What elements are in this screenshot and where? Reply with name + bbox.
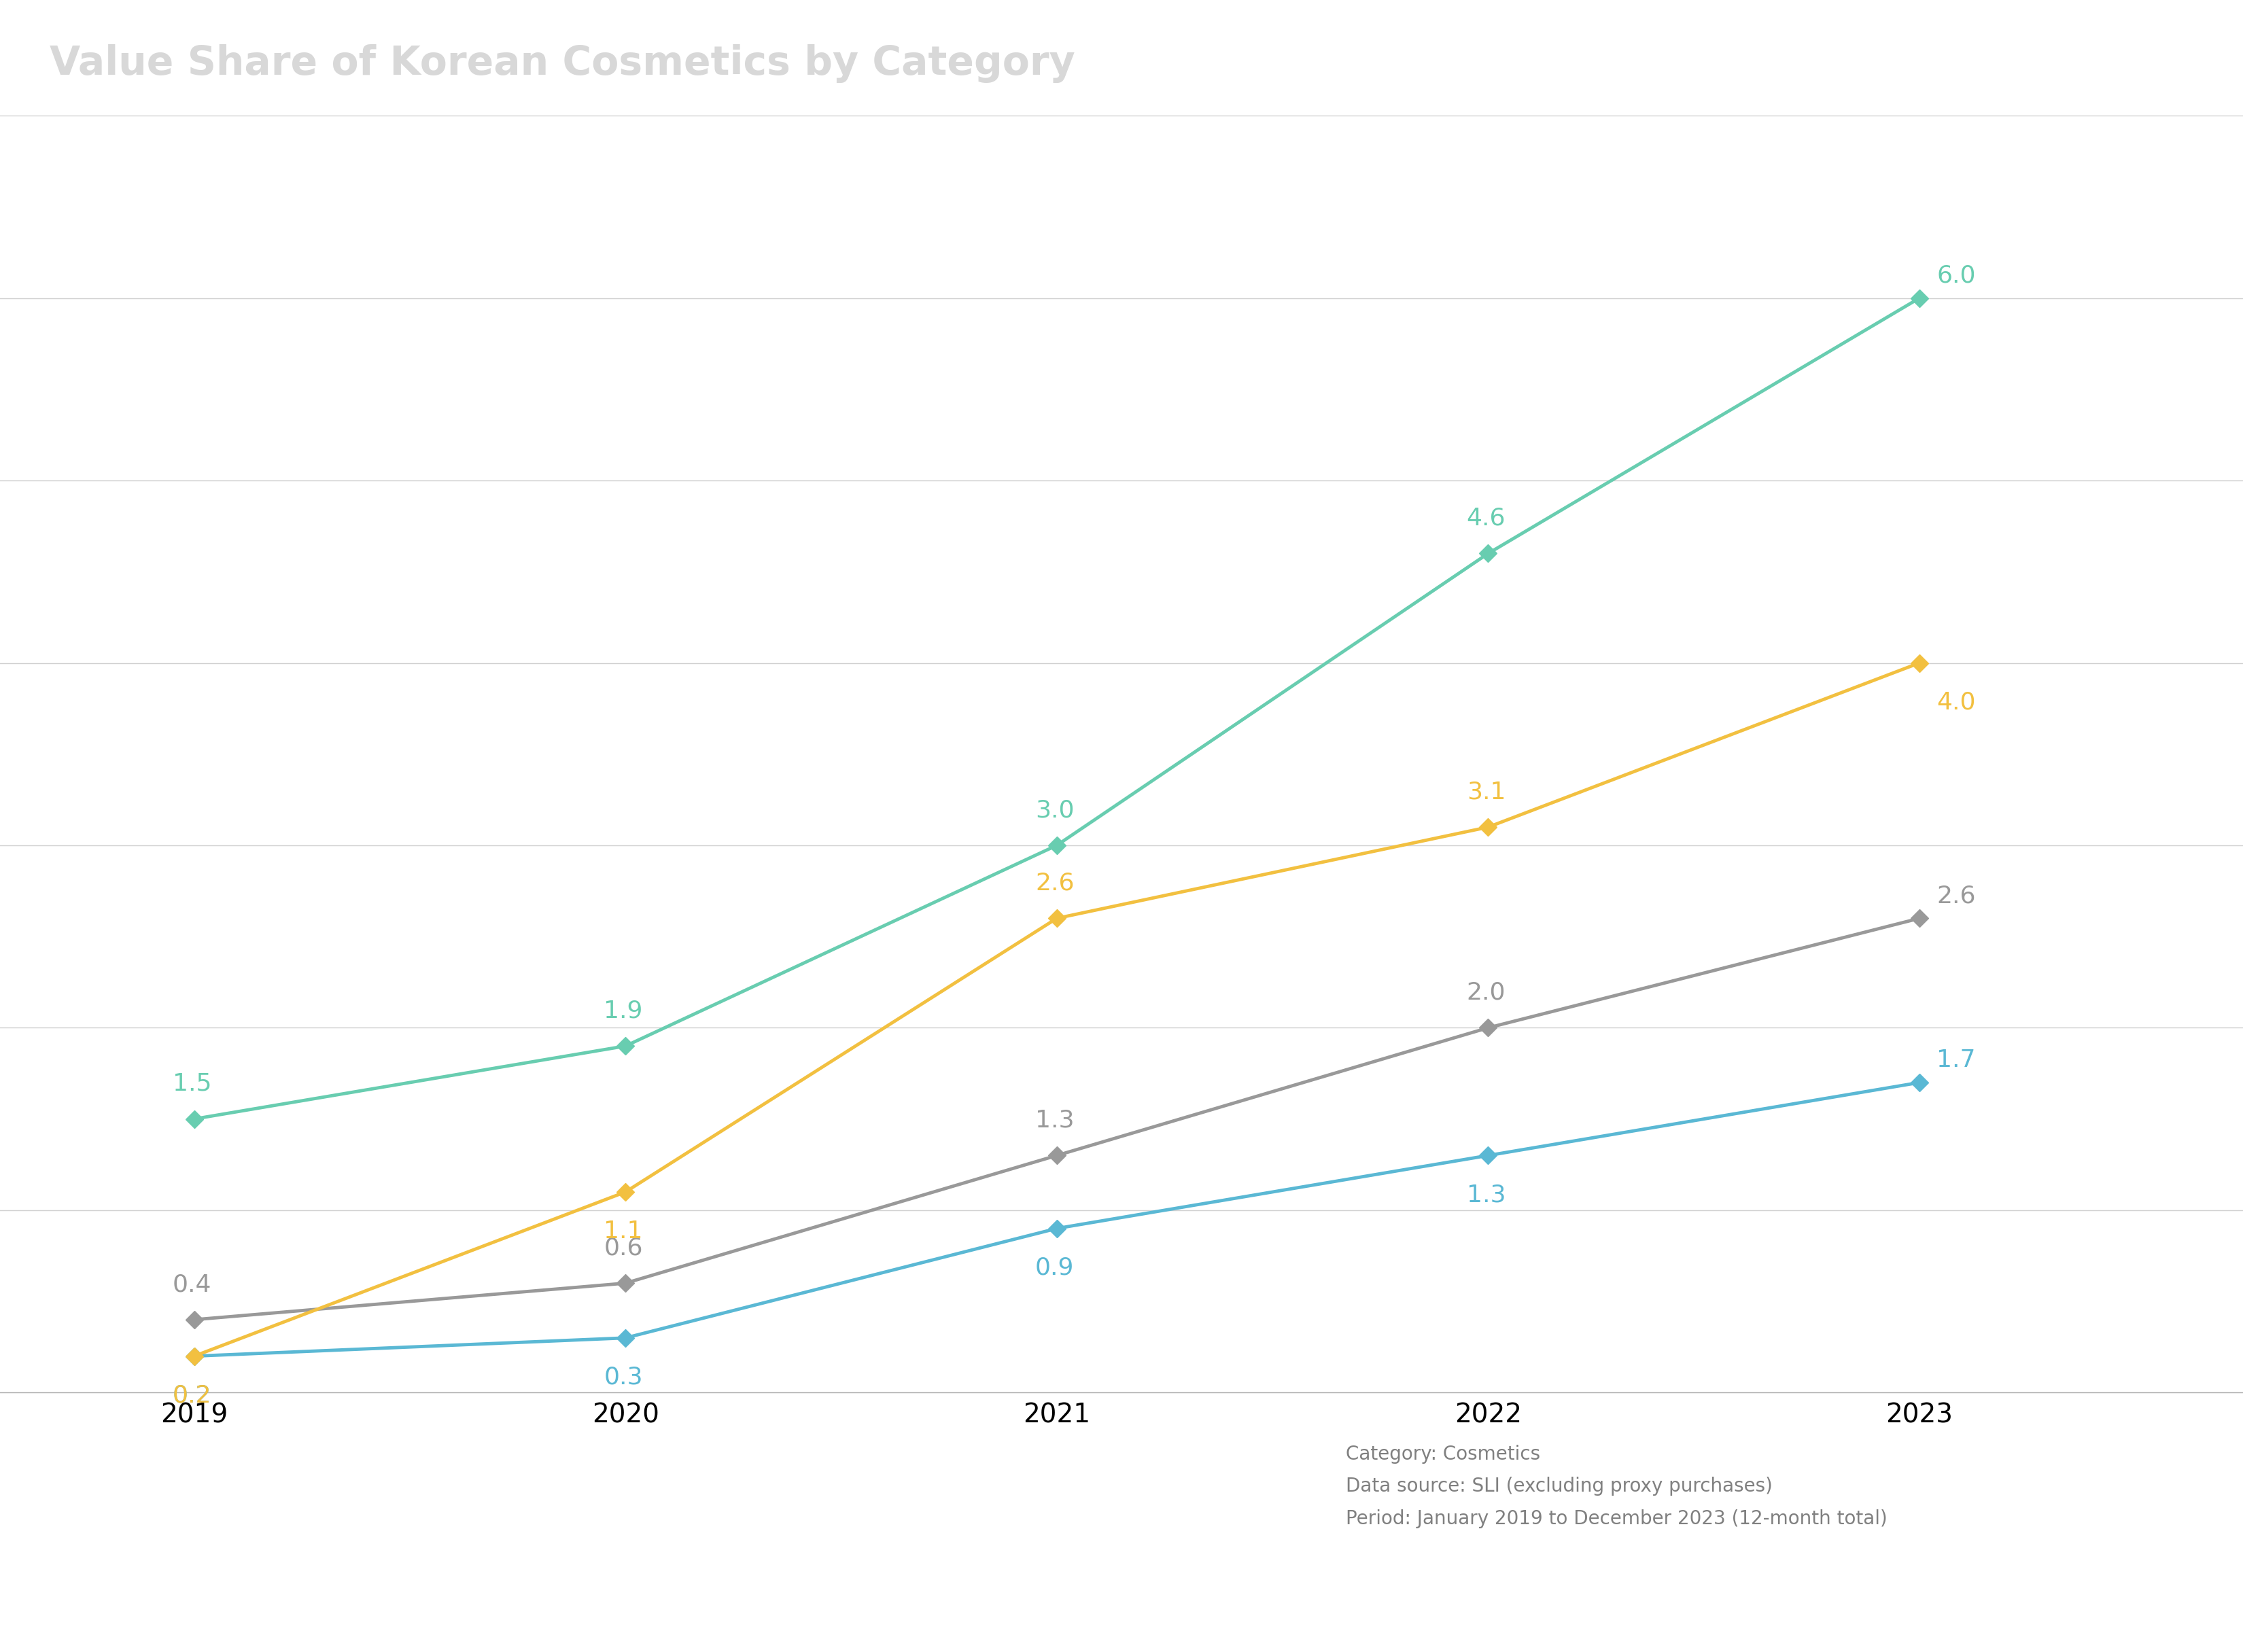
Text: 0.2: 0.2 bbox=[173, 1384, 211, 1408]
Text: 6.0: 6.0 bbox=[1936, 264, 1976, 287]
Text: 1.7: 1.7 bbox=[1936, 1049, 1976, 1072]
Korean cosmetics total bbox=[1907, 909, 1933, 928]
Korean cosmetics (skin care) bbox=[182, 1346, 209, 1366]
Korean cosmetics total bbox=[182, 1310, 209, 1330]
Text: Category: Cosmetics
Data source: SLI (excluding proxy purchases)
Period: January: Category: Cosmetics Data source: SLI (ex… bbox=[1346, 1444, 1886, 1528]
Text: Value Share of Korean Cosmetics by Category: Value Share of Korean Cosmetics by Categ… bbox=[49, 45, 1074, 83]
Korean cosmetics (skin care) bbox=[1907, 1072, 1933, 1092]
Text: 1.5: 1.5 bbox=[173, 1072, 211, 1095]
Text: 3.0: 3.0 bbox=[1036, 798, 1074, 821]
Korean Cosmetics (base makeup) bbox=[612, 1036, 639, 1056]
Line: Korean cosmetics (skin care): Korean cosmetics (skin care) bbox=[188, 1077, 1927, 1363]
Korean cosmetics (point makeup) bbox=[182, 1346, 209, 1366]
Korean Cosmetics (base makeup) bbox=[182, 1108, 209, 1128]
Korean cosmetics (skin care) bbox=[1043, 1219, 1070, 1239]
Text: 1.3: 1.3 bbox=[1467, 1183, 1505, 1206]
Korean cosmetics (point makeup) bbox=[1043, 909, 1070, 928]
Korean Cosmetics (base makeup) bbox=[1907, 287, 1933, 307]
Korean cosmetics total bbox=[1043, 1145, 1070, 1165]
Korean cosmetics (point makeup) bbox=[1907, 653, 1933, 672]
Text: 1.3: 1.3 bbox=[1036, 1108, 1074, 1132]
Korean cosmetics (point makeup) bbox=[612, 1183, 639, 1203]
Korean cosmetics (point makeup) bbox=[1474, 818, 1501, 838]
Text: 2.6: 2.6 bbox=[1936, 884, 1976, 907]
Text: 2.6: 2.6 bbox=[1036, 872, 1074, 895]
Text: 0.4: 0.4 bbox=[173, 1272, 211, 1295]
Korean Cosmetics (base makeup) bbox=[1043, 836, 1070, 856]
Korean Cosmetics (base makeup) bbox=[1474, 544, 1501, 563]
Line: Korean cosmetics (point makeup): Korean cosmetics (point makeup) bbox=[188, 657, 1927, 1363]
Text: 3.1: 3.1 bbox=[1467, 780, 1505, 803]
Text: 0.3: 0.3 bbox=[603, 1366, 644, 1389]
Text: 0.2: 0.2 bbox=[173, 1384, 211, 1408]
Korean cosmetics (skin care) bbox=[1474, 1145, 1501, 1165]
Korean cosmetics total bbox=[612, 1274, 639, 1294]
Text: 0.9: 0.9 bbox=[1036, 1257, 1074, 1280]
Text: 2.0: 2.0 bbox=[1467, 981, 1505, 1004]
Text: 4.6: 4.6 bbox=[1467, 507, 1505, 530]
Line: Korean Cosmetics (base makeup): Korean Cosmetics (base makeup) bbox=[188, 292, 1927, 1125]
Korean cosmetics total bbox=[1474, 1018, 1501, 1037]
Line: Korean cosmetics total: Korean cosmetics total bbox=[188, 912, 1927, 1327]
Text: 1.1: 1.1 bbox=[603, 1219, 644, 1242]
Text: 1.9: 1.9 bbox=[603, 999, 644, 1023]
Text: 0.6: 0.6 bbox=[603, 1236, 644, 1259]
Text: 4.0: 4.0 bbox=[1936, 691, 1976, 714]
Korean cosmetics (skin care) bbox=[612, 1328, 639, 1348]
